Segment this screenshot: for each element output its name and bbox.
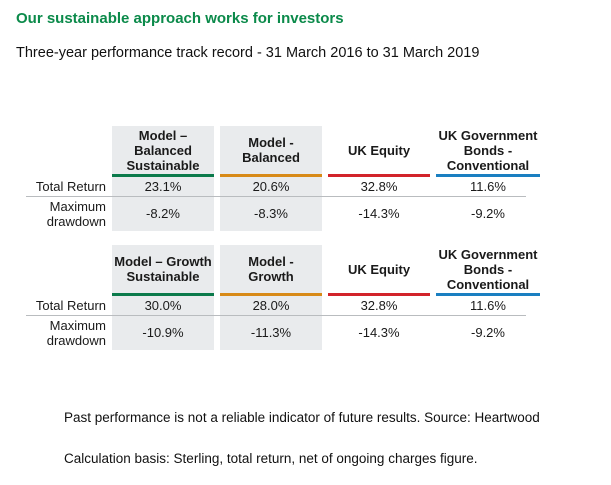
table-row: Maximum drawdown -10.9% -11.3% -14.3% -9.… [26, 316, 526, 350]
calculation-note: Calculation basis: Sterling, total retur… [64, 451, 478, 466]
row-label: Maximum drawdown [46, 199, 106, 229]
page-heading: Our sustainable approach works for inves… [16, 10, 344, 27]
table-header-row: Model – Balanced Sustainable Model - Balan… [26, 126, 537, 174]
table-cell: 11.6% [470, 298, 506, 313]
column-rule [436, 174, 540, 177]
performance-table-balanced: Model – Balanced Sustainable Model - Balan… [26, 126, 540, 231]
column-rule [112, 293, 214, 296]
table-cell: -8.2% [112, 197, 214, 231]
table-header-row: Model – Growth Sustainable Model - Growth … [26, 245, 537, 293]
page-subheading: Three-year performance track record - 31… [16, 45, 480, 61]
table-cell: 23.1% [112, 177, 214, 196]
column-header: UK Government Bonds - Conventional [438, 246, 538, 292]
column-rule [112, 174, 214, 177]
column-header: Model - Growth [220, 245, 322, 293]
column-header: Model – Balanced Sustainable [112, 126, 214, 174]
header-rule-row [26, 293, 540, 296]
column-rule [220, 174, 322, 177]
row-label: Total Return [35, 298, 106, 313]
column-header: Model - Balanced [220, 126, 322, 174]
table-cell: -8.3% [220, 197, 322, 231]
table-cell: -9.2% [471, 206, 505, 221]
row-label: Total Return [35, 179, 106, 194]
column-rule [328, 174, 430, 177]
table-row: Total Return 23.1% 20.6% 32.8% 11.6% [26, 177, 526, 197]
column-rule [220, 293, 322, 296]
column-header: UK Equity [347, 142, 411, 158]
table-row: Maximum drawdown -8.2% -8.3% -14.3% -9.2% [26, 197, 526, 231]
column-header: UK Government Bonds - Conventional [438, 127, 538, 173]
column-header: Model – Growth Sustainable [112, 245, 214, 293]
table-row: Total Return 30.0% 28.0% 32.8% 11.6% [26, 296, 526, 316]
row-label: Maximum drawdown [46, 318, 106, 348]
performance-table-growth: Model – Growth Sustainable Model - Growth … [26, 245, 540, 350]
table-cell: 20.6% [220, 177, 322, 196]
table-cell: -11.3% [220, 316, 322, 350]
disclaimer-note: Past performance is not a reliable indic… [64, 410, 540, 425]
table-cell: -14.3% [358, 206, 400, 221]
column-rule [328, 293, 430, 296]
table-cell: 11.6% [470, 179, 506, 194]
table-cell: -14.3% [358, 325, 400, 340]
table-cell: -10.9% [112, 316, 214, 350]
table-cell: -9.2% [471, 325, 505, 340]
table-cell: 32.8% [360, 179, 398, 194]
table-cell: 30.0% [112, 296, 214, 315]
column-header: UK Equity [347, 261, 411, 277]
table-cell: 28.0% [220, 296, 322, 315]
column-rule [436, 293, 540, 296]
table-cell: 32.8% [360, 298, 398, 313]
header-rule-row [26, 174, 540, 177]
